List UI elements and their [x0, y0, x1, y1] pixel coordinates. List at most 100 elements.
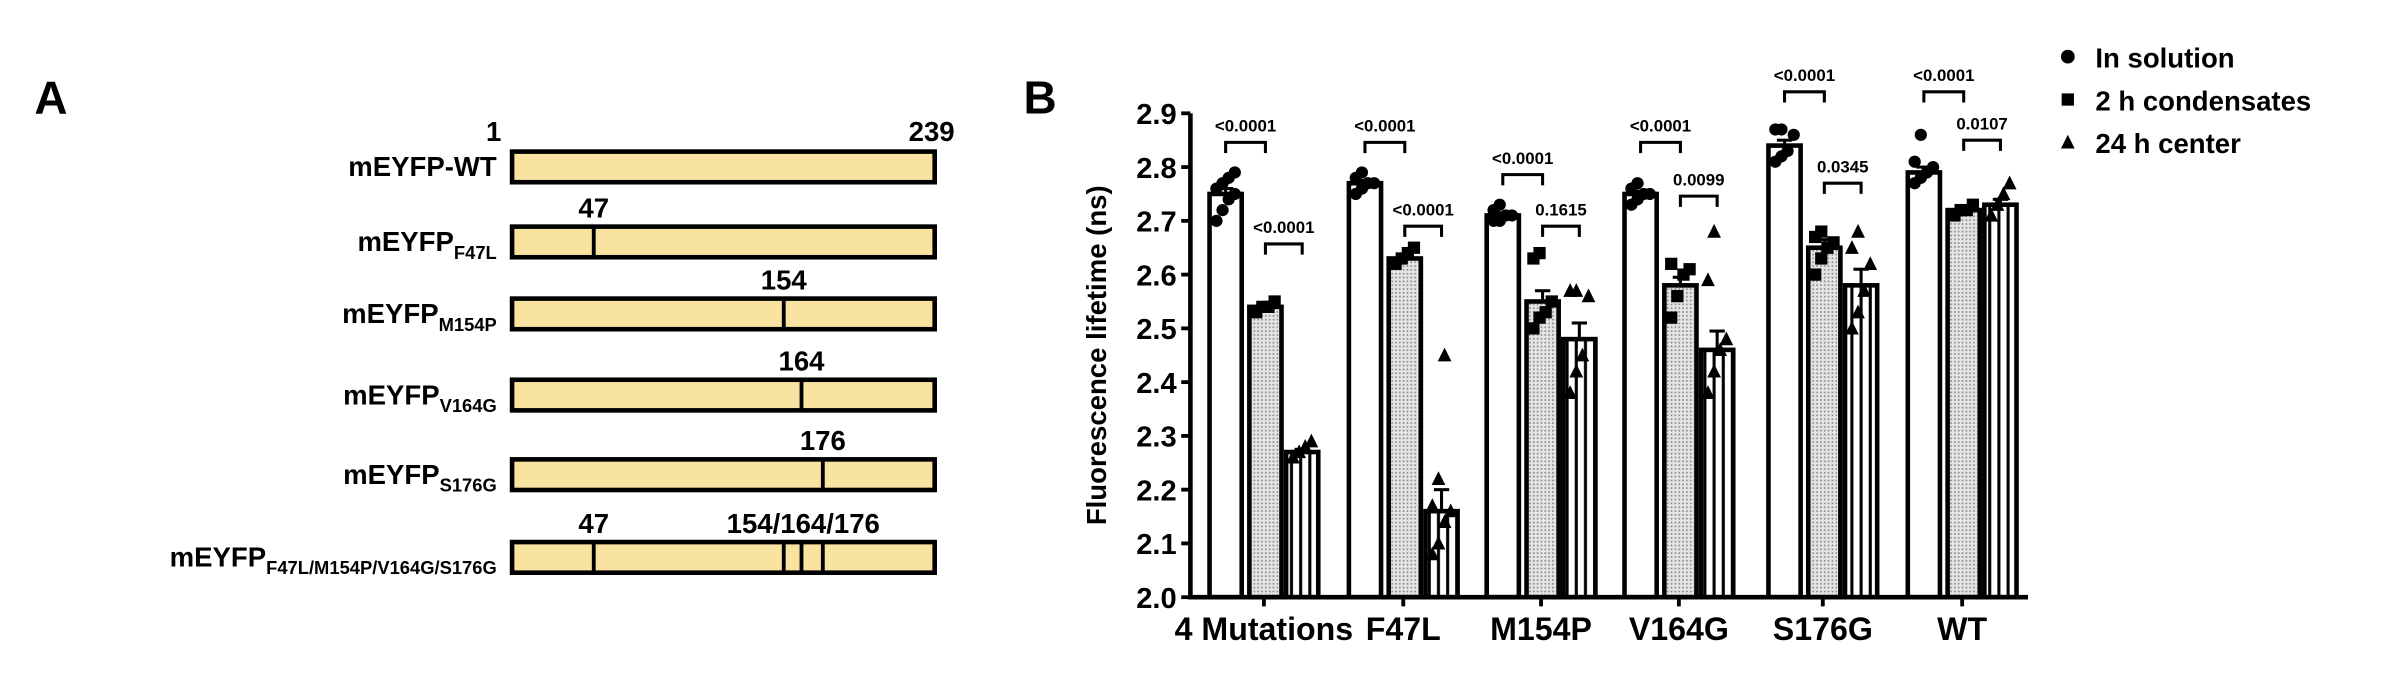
bar	[1905, 170, 1943, 600]
x-tick-label: S176G	[1773, 611, 1873, 647]
bar	[1560, 336, 1598, 600]
p-value-label: <0.0001	[1253, 218, 1314, 237]
point-24h-center	[1863, 256, 1878, 270]
y-tick-label: 2.2	[1136, 475, 1176, 507]
point-24h-center	[1431, 535, 1446, 550]
x-tick-label: M154P	[1490, 611, 1592, 647]
point-24h-center	[1575, 347, 1590, 362]
point-2h-condensates	[1683, 263, 1696, 276]
x-axis: 4 Mutations F47L M154P V164G S176G WT	[1175, 594, 2028, 647]
point-24h-center	[1437, 347, 1452, 362]
construct-row: mEYFP-WT	[348, 149, 937, 185]
point-2h-condensates	[1815, 252, 1828, 265]
point-in-solution	[1787, 128, 1800, 141]
bar	[1207, 191, 1244, 600]
legend-item: 2 h condensates	[2061, 85, 2311, 116]
y-tick-label: 2.8	[1136, 153, 1176, 185]
p-value-label: 0.0099	[1673, 170, 1724, 189]
bar	[1982, 202, 2019, 600]
construct-label: mEYFPS176G	[343, 459, 497, 496]
point-24h-center	[1707, 363, 1721, 378]
point-2h-condensates	[1407, 241, 1421, 254]
p-value-label: <0.0001	[1492, 149, 1553, 168]
point-24h-center	[1443, 503, 1458, 518]
point-24h-center	[1304, 433, 1319, 448]
p-value-label: <0.0001	[1913, 66, 1974, 85]
point-2h-condensates	[1815, 225, 1828, 238]
significance-bracket	[1678, 194, 1719, 207]
point-2h-condensates	[1665, 257, 1678, 270]
bar	[1524, 299, 1561, 600]
construct-row: mEYFPV164G 164	[343, 346, 937, 416]
construct-bar	[509, 296, 937, 332]
panel-b: B Fluorescence lifetime (ns) 2.02.12.22.…	[1024, 42, 2312, 647]
p-value-label: 0.1615	[1535, 200, 1586, 219]
y-tick-label: 2.3	[1136, 422, 1176, 454]
point-24h-center	[1563, 385, 1578, 400]
legend: In solution 2 h condensates 24 h center	[2060, 42, 2311, 159]
panel-a: A 1 239 mEYFP-WTmEYFPF47L47mEYFPM154P154…	[34, 71, 954, 578]
point-24h-center	[2002, 175, 2017, 190]
mutation-position-label: 154/164/176	[727, 508, 880, 539]
p-value-label: <0.0001	[1630, 117, 1691, 136]
construct-subscript: F47L	[454, 242, 497, 263]
bar	[1484, 213, 1522, 600]
x-tick-label: WT	[1937, 611, 1987, 647]
x-tick-label: F47L	[1366, 611, 1441, 647]
bar	[1698, 347, 1736, 600]
point-2h-condensates	[1268, 295, 1281, 308]
construct-label: mEYFPM154P	[342, 298, 497, 335]
y-tick-label: 2.4	[1136, 368, 1177, 400]
point-24h-center	[1719, 331, 1734, 346]
point-24h-center	[1851, 223, 1865, 238]
point-2h-condensates	[1665, 311, 1678, 324]
significance-brackets: <0.0001 <0.0001 <0.0001 <0.0001 <0.0001 0.161…	[1215, 66, 2008, 255]
legend-label: In solution	[2095, 42, 2234, 73]
point-24h-center	[1701, 272, 1715, 287]
x-tick-label: V164G	[1629, 611, 1729, 647]
bar	[1662, 283, 1699, 600]
y-tick-label: 2.7	[1136, 207, 1176, 239]
square-marker-icon	[2061, 93, 2074, 106]
mutation-position-label: 176	[800, 425, 846, 456]
point-in-solution	[1228, 166, 1241, 179]
point-2h-condensates	[1533, 246, 1546, 260]
significance-bracket	[1962, 138, 2002, 151]
construct-label: mEYFP-WT	[348, 151, 497, 182]
construct-name: mEYFP-WT	[348, 151, 497, 182]
point-24h-center	[1581, 288, 1596, 303]
p-value-label: <0.0001	[1215, 117, 1276, 136]
point-2h-condensates	[1527, 322, 1540, 335]
y-tick-label: 2.5	[1136, 314, 1176, 346]
y-axis-label: Fluorescence lifetime (ns)	[1081, 185, 1112, 525]
triangle-marker-icon	[2060, 134, 2075, 149]
point-24h-center	[1425, 498, 1440, 512]
p-value-label: 0.0107	[1956, 114, 2007, 133]
p-value-label: <0.0001	[1393, 200, 1454, 219]
point-in-solution	[1908, 155, 1921, 168]
p-value-label: <0.0001	[1354, 117, 1415, 136]
point-in-solution	[1914, 128, 1927, 141]
bar	[1805, 245, 1843, 600]
bar	[1346, 180, 1384, 600]
construct-label: mEYFPV164G	[343, 379, 497, 416]
bar	[1622, 191, 1659, 600]
significance-bracket	[1639, 140, 1682, 154]
point-2h-condensates	[1539, 306, 1552, 319]
point-in-solution	[1926, 160, 1940, 174]
construct-bar	[509, 149, 937, 185]
construct-bar	[509, 539, 937, 575]
point-24h-center	[1437, 514, 1452, 529]
construct-name: mEYFP	[343, 459, 439, 490]
point-in-solution	[1493, 198, 1506, 211]
point-24h-center	[1851, 304, 1865, 319]
point-24h-center	[1996, 186, 2011, 201]
point-2h-condensates	[1671, 289, 1684, 303]
point-24h-center	[1713, 342, 1728, 356]
bar	[1283, 449, 1321, 600]
end-position-label: 239	[909, 116, 955, 147]
point-24h-center	[1990, 197, 2005, 211]
point-24h-center	[1857, 283, 1872, 297]
point-in-solution	[1781, 144, 1794, 158]
